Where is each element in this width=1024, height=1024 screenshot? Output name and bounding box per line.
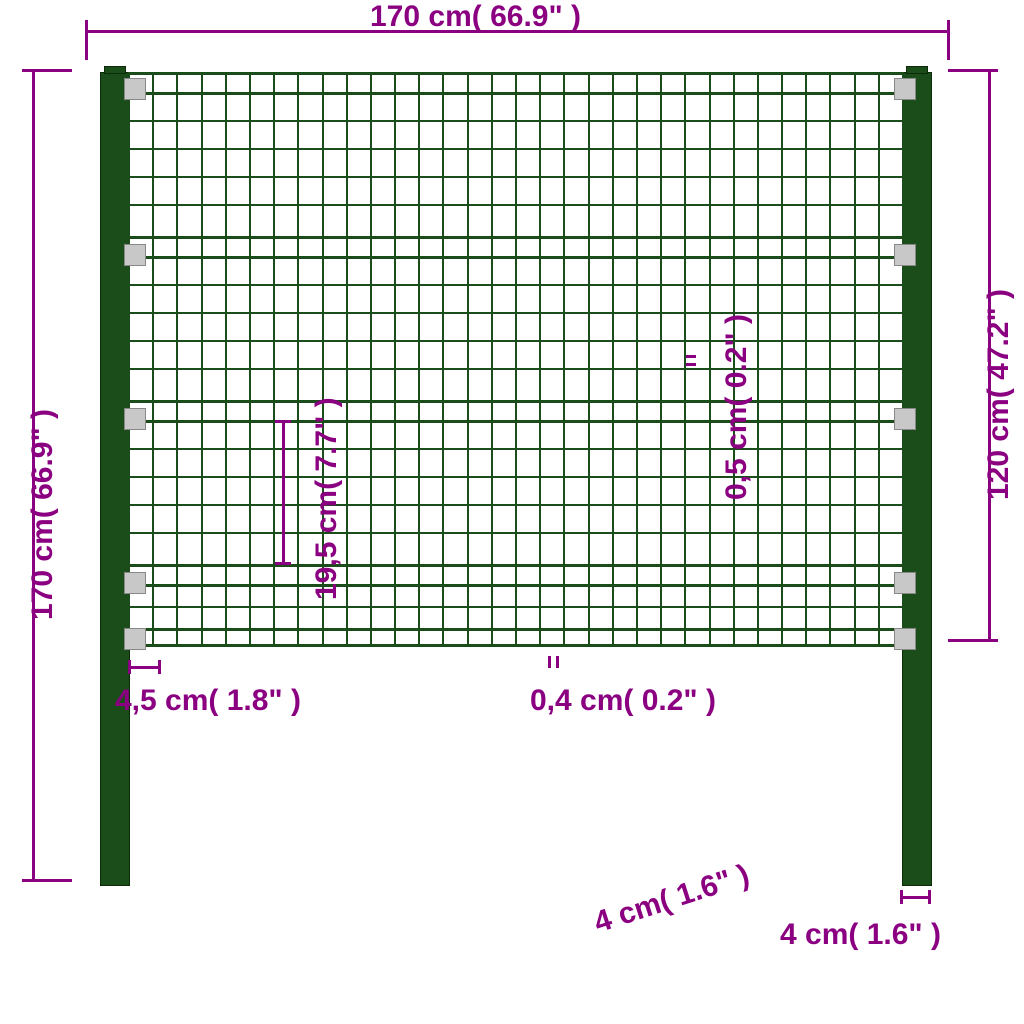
clip-0-1 — [894, 78, 916, 100]
v-wire-2 — [176, 72, 178, 644]
clip-3-1 — [894, 572, 916, 594]
h-major-9 — [128, 644, 902, 647]
v-wire-29 — [829, 72, 831, 644]
v-wire-26 — [757, 72, 759, 644]
right-dim-tick-bot — [948, 639, 998, 642]
mesh-h-line — [282, 420, 285, 564]
v-wire-18 — [563, 72, 565, 644]
v-wire-0 — [128, 72, 130, 644]
right-post-cap — [906, 66, 928, 74]
clip-2-0 — [124, 408, 146, 430]
clip-4-1 — [894, 628, 916, 650]
clip-4-0 — [124, 628, 146, 650]
v-wire-11 — [394, 72, 396, 644]
v-wire-22 — [660, 72, 662, 644]
v-wire-7 — [297, 72, 299, 644]
v-wire-1 — [152, 72, 154, 644]
v-wire-19 — [588, 72, 590, 644]
mesh-h-tick-bot — [275, 562, 291, 565]
clip-1-0 — [124, 244, 146, 266]
clip-1-1 — [894, 244, 916, 266]
v-wire-20 — [612, 72, 614, 644]
wire-h-tick1 — [548, 656, 551, 668]
wire-v-label: 0,5 cm( 0.2" ) — [720, 314, 754, 500]
v-wire-16 — [515, 72, 517, 644]
wire-v-tick2 — [686, 363, 696, 366]
left-post — [100, 72, 130, 886]
mesh-h-label: 19,5 cm( 7.7" ) — [310, 397, 344, 600]
wire-h-tick2 — [556, 656, 559, 668]
v-wire-5 — [249, 72, 251, 644]
right-dim-tick-top — [948, 69, 998, 72]
v-wire-13 — [442, 72, 444, 644]
v-wire-17 — [539, 72, 541, 644]
clip-3-0 — [124, 572, 146, 594]
right-dim-label: 120 cm( 47.2" ) — [982, 289, 1016, 500]
v-wire-31 — [878, 72, 880, 644]
right-post — [902, 72, 932, 886]
left-dim-tick-top — [22, 69, 72, 72]
mesh-h-tick-top — [275, 420, 291, 423]
v-wire-30 — [854, 72, 856, 644]
v-wire-32 — [902, 72, 904, 644]
v-wire-10 — [370, 72, 372, 644]
wire-h-label: 0,4 cm( 0.2" ) — [530, 684, 716, 718]
v-wire-21 — [636, 72, 638, 644]
top-dim-tick-right — [947, 20, 950, 60]
v-wire-3 — [201, 72, 203, 644]
v-wire-9 — [346, 72, 348, 644]
post-w-line — [128, 666, 161, 669]
v-wire-27 — [781, 72, 783, 644]
v-wire-4 — [225, 72, 227, 644]
v-wire-23 — [684, 72, 686, 644]
v-wire-12 — [418, 72, 420, 644]
wire-v-tick1 — [686, 355, 696, 358]
v-wire-6 — [273, 72, 275, 644]
v-wire-28 — [805, 72, 807, 644]
v-wire-14 — [467, 72, 469, 644]
left-post-cap — [104, 66, 126, 74]
post-w-label: 4,5 cm( 1.8" ) — [115, 684, 301, 718]
clip-2-1 — [894, 408, 916, 430]
clip-0-0 — [124, 78, 146, 100]
diagram-canvas: 170 cm( 66.9" ) 170 cm( 66.9" ) 120 cm( 47… — [0, 0, 1024, 1024]
post-depth-1: 4 cm( 1.6" ) — [590, 858, 754, 940]
pd-line — [900, 896, 931, 899]
top-dim-tick-left — [85, 20, 88, 60]
v-wire-24 — [709, 72, 711, 644]
left-dim-label: 170 cm( 66.9" ) — [26, 409, 60, 620]
v-wire-15 — [491, 72, 493, 644]
top-dim-label: 170 cm( 66.9" ) — [370, 0, 581, 34]
post-depth-2: 4 cm( 1.6" ) — [780, 918, 941, 952]
left-dim-tick-bot — [22, 879, 72, 882]
